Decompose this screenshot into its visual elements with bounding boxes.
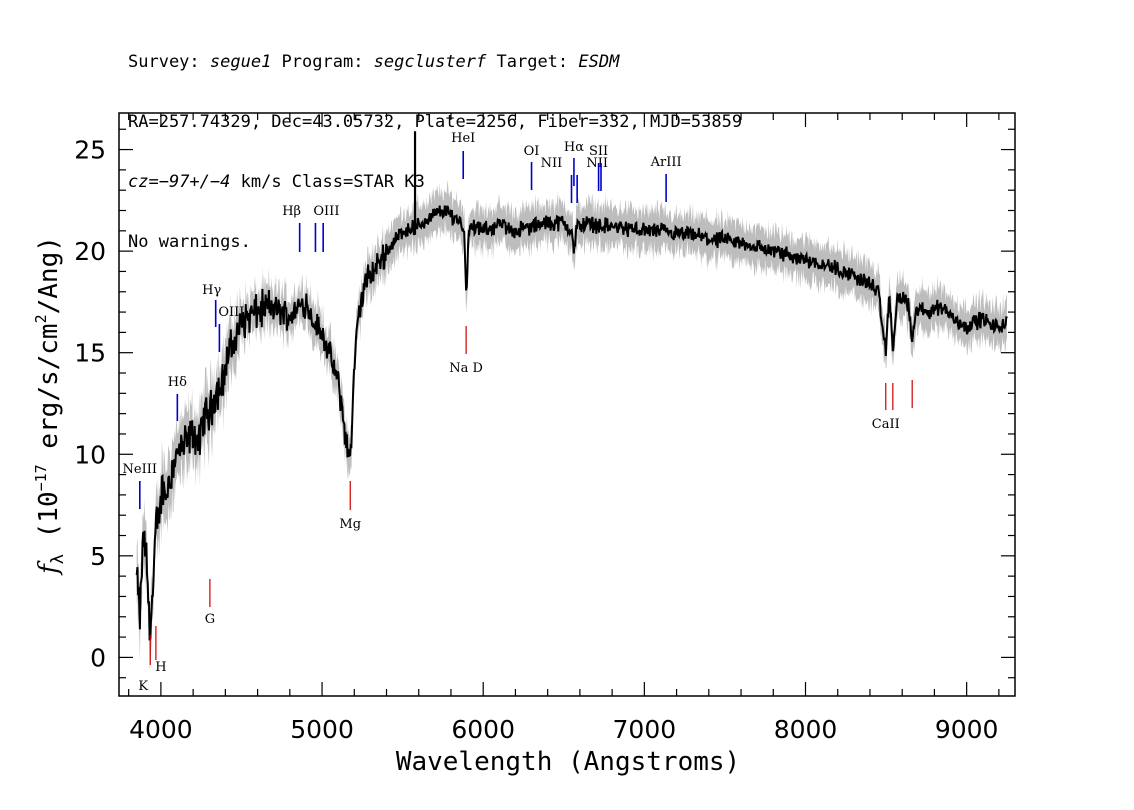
cz-label: cz= bbox=[128, 172, 159, 192]
x-tick-label: 8000 bbox=[774, 715, 838, 744]
x-axis-title: Wavelength (Angstroms) bbox=[396, 747, 740, 777]
emission-line-label: Hγ bbox=[202, 283, 221, 298]
absorption-line-label: H bbox=[155, 660, 166, 675]
emission-line-label: SII bbox=[589, 144, 608, 159]
y-axis-text-3: /Ang) bbox=[34, 236, 64, 314]
flux-series bbox=[135, 131, 1008, 641]
y-axis-exponent-1: −17 bbox=[32, 464, 50, 491]
emission-line-label: HeI bbox=[451, 131, 475, 146]
header-line-redshift: cz=−97+/−4 km/s Class=STAR K3 bbox=[128, 172, 742, 192]
flux-line bbox=[135, 205, 1008, 641]
survey-value: segue1 bbox=[209, 52, 272, 72]
x-tick-label: 7000 bbox=[613, 715, 677, 744]
emission-line-label: Hα bbox=[564, 140, 584, 155]
program-value: segclusterf bbox=[373, 52, 487, 72]
y-tick-label: 15 bbox=[74, 339, 106, 368]
y-tick-label: 0 bbox=[90, 643, 106, 672]
emission-line-label: OIII bbox=[218, 305, 244, 320]
emission-line-label: NII bbox=[586, 156, 608, 171]
emission-line-label: Hδ bbox=[168, 375, 187, 390]
emission-line-label: NII bbox=[541, 156, 563, 171]
x-tick-label: 4000 bbox=[129, 715, 193, 744]
x-tick-label: 5000 bbox=[290, 715, 354, 744]
emission-line-label: ArIII bbox=[650, 155, 682, 170]
absorption-line-label: G bbox=[205, 612, 215, 627]
x-tick-label: 6000 bbox=[451, 715, 515, 744]
plot-axes: 4000 5000 6000 7000 8000 9000 0 5 10 15 20 25 bbox=[74, 112, 1016, 744]
x-tick-label: 9000 bbox=[935, 715, 999, 744]
emission-line-label: OIII bbox=[313, 204, 339, 219]
header-line-survey: Survey: segue1 Program: segclusterf Targ… bbox=[128, 52, 742, 72]
emission-line-label: OI bbox=[524, 144, 540, 159]
y-axis-title: fλ (10−17 erg/s/cm2/Ang) bbox=[32, 236, 68, 576]
absorption-line-label: Mg bbox=[339, 517, 361, 532]
y-tick-label: 25 bbox=[74, 136, 106, 165]
y-axis-text-1: (10 bbox=[34, 491, 64, 554]
emission-line-label: Hβ bbox=[282, 204, 301, 219]
y-tick-label: 5 bbox=[90, 542, 106, 571]
emission-line-label: NeIII bbox=[123, 462, 157, 477]
program-label: Program: bbox=[271, 52, 374, 72]
y-tick-label: 10 bbox=[74, 440, 106, 469]
header-line-warnings: No warnings. bbox=[128, 232, 251, 252]
class-text: km/s Class=STAR K3 bbox=[230, 172, 425, 192]
y-axis-subscript: λ bbox=[48, 554, 68, 564]
target-value: ESDM bbox=[578, 52, 620, 72]
y-axis-text-2: erg/s/cm bbox=[34, 323, 64, 464]
absorption-line-label: CaII bbox=[872, 417, 900, 432]
survey-label: Survey: bbox=[128, 52, 210, 72]
cz-value: −97+/−4 bbox=[158, 172, 231, 192]
plot-frame bbox=[118, 112, 1016, 697]
absorption-line-label: Na D bbox=[449, 361, 483, 376]
y-axis-exponent-2: 2 bbox=[32, 314, 50, 323]
y-tick-label: 20 bbox=[74, 237, 106, 266]
target-label: Target: bbox=[486, 52, 579, 72]
absorption-line-label: K bbox=[138, 679, 148, 694]
